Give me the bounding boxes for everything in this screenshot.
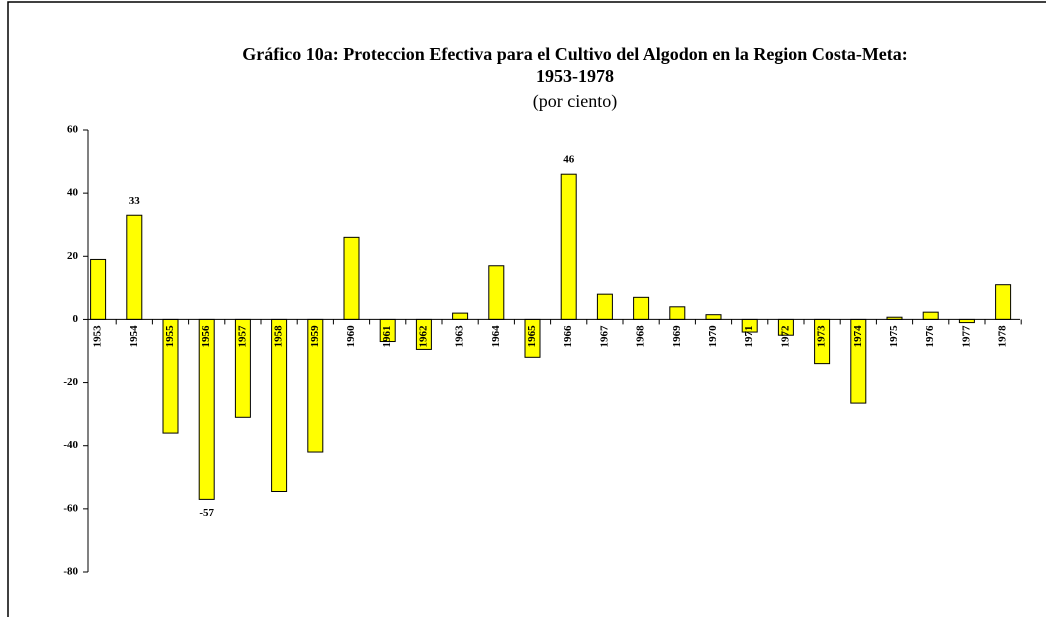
x-tick-label: 1975 xyxy=(888,325,900,348)
y-tick-label: -20 xyxy=(63,376,78,388)
x-tick-label: 1956 xyxy=(200,325,212,348)
frame xyxy=(7,1,1046,617)
x-tick-label: 1959 xyxy=(309,325,321,348)
x-tick-label: 1962 xyxy=(417,325,429,348)
y-tick-label: 40 xyxy=(67,187,79,199)
chart-subtitle: (por ciento) xyxy=(533,91,617,112)
y-tick-label: 60 xyxy=(67,124,79,136)
bar xyxy=(705,314,722,320)
data-label: -57 xyxy=(199,507,214,519)
bar xyxy=(560,173,577,320)
bar xyxy=(452,312,469,320)
x-tick-label: 1968 xyxy=(635,325,647,348)
x-tick-label: 1978 xyxy=(997,325,1009,348)
x-tick-label: 1970 xyxy=(707,325,719,348)
x-tick-label: 1963 xyxy=(454,325,466,348)
bar xyxy=(126,214,143,320)
x-tick-label: 1967 xyxy=(598,325,610,348)
y-tick-label: -40 xyxy=(63,439,78,451)
bar xyxy=(596,293,613,320)
x-tick-label: 1973 xyxy=(816,325,828,348)
x-tick-label: 1966 xyxy=(562,325,574,348)
bar xyxy=(669,306,686,320)
bar xyxy=(343,236,360,320)
x-tick-label: 1960 xyxy=(345,325,357,348)
x-tick-label: 1971 xyxy=(743,325,755,347)
x-tick-label: 1965 xyxy=(526,325,538,348)
x-tick-label: 1964 xyxy=(490,325,502,348)
bar xyxy=(90,258,107,320)
x-tick-label: 1969 xyxy=(671,325,683,348)
x-tick-label: 1957 xyxy=(236,325,248,348)
bar xyxy=(633,296,650,320)
x-tick-label: 1961 xyxy=(381,325,393,347)
x-tick-label: 1974 xyxy=(852,325,864,348)
y-tick-label: 0 xyxy=(73,313,79,325)
bar xyxy=(995,284,1012,320)
y-tick-label: -60 xyxy=(63,502,78,514)
chart-title: Gráfico 10a: Proteccion Efectiva para el… xyxy=(242,44,908,64)
data-label: 33 xyxy=(129,195,141,207)
x-tick-label: 1955 xyxy=(164,325,176,348)
y-tick-label: -80 xyxy=(63,566,78,578)
bar xyxy=(922,311,939,320)
bar xyxy=(488,265,505,320)
chart-title: 1953-1978 xyxy=(536,66,614,86)
x-tick-label: 1953 xyxy=(92,325,104,348)
x-tick-label: 1972 xyxy=(779,325,791,348)
x-tick-label: 1977 xyxy=(960,325,972,348)
x-tick-label: 1954 xyxy=(128,325,140,348)
x-tick-label: 1958 xyxy=(273,325,285,348)
y-tick-label: 20 xyxy=(67,250,79,262)
x-tick-label: 1976 xyxy=(924,325,936,348)
data-label: 46 xyxy=(563,154,575,166)
